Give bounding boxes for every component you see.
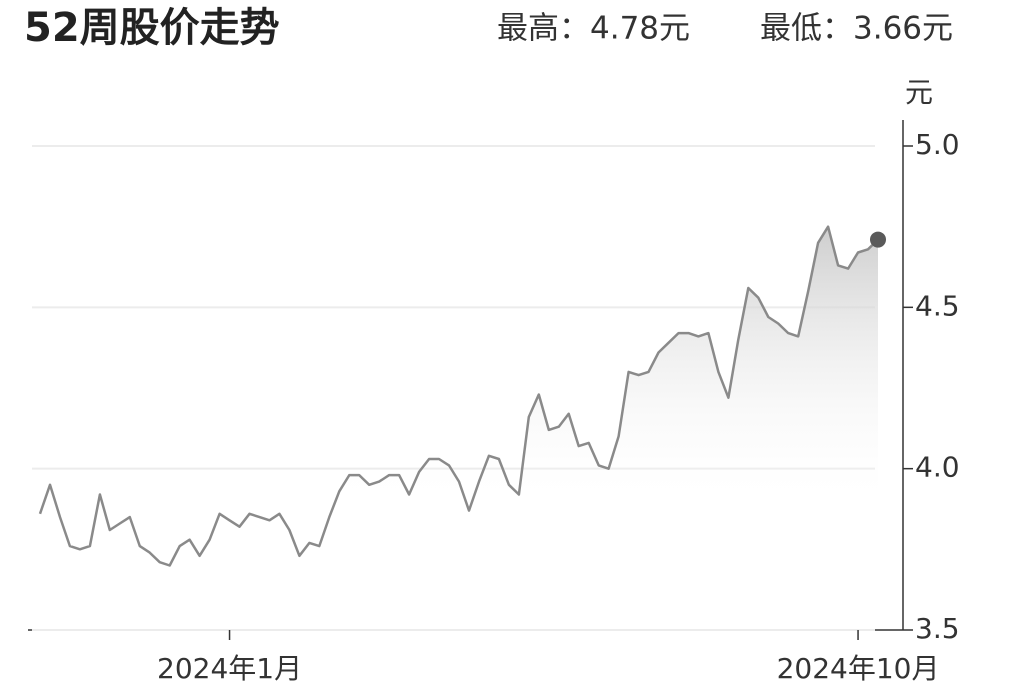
line: [38, 225, 879, 567]
annotation: 最高：4.78元: [497, 11, 690, 47]
y-tick-label: 4.5: [915, 289, 960, 322]
area: [40, 226, 878, 630]
y-unit: 元: [905, 76, 933, 109]
y-tick-label: 4.0: [915, 451, 960, 484]
chart-title: 52周股价走势: [24, 5, 280, 51]
y-tick-label: 5.0: [915, 128, 960, 161]
y-tick-label: 3.5: [915, 612, 960, 645]
x-tick-label: 2024年1月: [157, 652, 302, 682]
x-tick-label: 2024年10月: [777, 652, 940, 682]
last-point: [870, 231, 886, 248]
annotation: 最低：3.66元: [760, 11, 953, 47]
